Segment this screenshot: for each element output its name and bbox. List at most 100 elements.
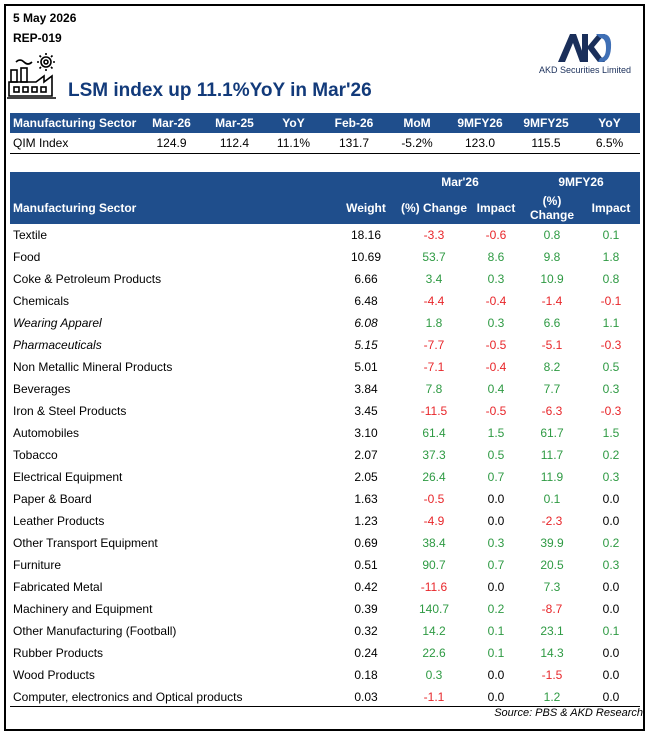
table-row: Chemicals 6.48 -4.4 -0.4 -1.4 -0.1 (10, 290, 640, 312)
source-divider (10, 706, 640, 707)
fy-impact-value: 0.2 (602, 536, 620, 550)
report-ref: REP-019 (13, 31, 62, 45)
weight-value: 0.39 (354, 602, 378, 616)
fy-impact-value: 0.0 (602, 690, 620, 704)
table-row: Machinery and Equipment 0.39 140.7 0.2 -8.7 0… (10, 598, 640, 620)
brand-name: AKD Securities Limited (538, 65, 632, 75)
table-row: Leather Products 1.23 -4.9 0.0 -2.3 0.0 (10, 510, 640, 532)
qim-cell: 115.5 (531, 136, 561, 150)
fy-impact-value: 1.5 (602, 426, 620, 440)
mar-impact-value: 0.3 (487, 272, 505, 286)
qim-cell: 11.1% (276, 136, 311, 150)
mar-change-value: 3.4 (425, 272, 443, 286)
fy-impact-value: 0.2 (602, 448, 620, 462)
fy-change-value: 11.7 (540, 448, 564, 462)
qim-header: MoM (387, 113, 447, 133)
table-row: Rubber Products 0.24 22.6 0.1 14.3 0.0 (10, 642, 640, 664)
mar-change-value: 7.8 (425, 382, 443, 396)
mar-change-value: 14.2 (422, 624, 446, 638)
fy-change-value: 11.9 (540, 470, 564, 484)
weight-value: 0.69 (354, 536, 378, 550)
sector-name: Fabricated Metal (13, 580, 103, 594)
mar-change-value: -0.5 (423, 492, 445, 506)
fy-change-value: 20.5 (540, 558, 564, 572)
fy-change-value: -2.3 (541, 514, 563, 528)
sector-name: Paper & Board (13, 492, 92, 506)
col-mar-change: (%) Change (398, 192, 470, 224)
weight-value: 6.48 (354, 294, 378, 308)
fy-impact-value: 0.3 (602, 382, 620, 396)
sector-name: Textile (13, 228, 48, 242)
mar-impact-value: -0.4 (485, 294, 507, 308)
table-row: Computer, electronics and Optical produc… (10, 686, 640, 708)
qim-header: Feb-26 (321, 113, 387, 133)
fy-impact-value: 0.0 (602, 492, 620, 506)
sector-name: Non Metallic Mineral Products (13, 360, 173, 374)
fy-change-value: 7.3 (543, 580, 561, 594)
mar-impact-value: 0.1 (487, 624, 505, 638)
fy-change-value: 10.9 (540, 272, 564, 286)
sector-table: Mar'26 9MFY26 Manufacturing Sector Weigh… (10, 172, 640, 708)
table-row: Coke & Petroleum Products 6.66 3.4 0.3 10.9 0… (10, 268, 640, 290)
qim-header: Manufacturing Sector (10, 113, 140, 133)
fy-impact-value: 0.1 (602, 228, 620, 242)
table-row: Iron & Steel Products 3.45 -11.5 -0.5 -6.3 -0… (10, 400, 640, 422)
mar-change-value: 53.7 (422, 250, 446, 264)
mar-impact-value: 0.0 (487, 668, 505, 682)
fy-impact-value: 0.0 (602, 580, 620, 594)
fy-change-value: -5.1 (541, 338, 563, 352)
qim-cell: 131.7 (338, 136, 370, 150)
sector-header-row: Manufacturing Sector Weight (%) Change I… (10, 192, 640, 224)
mar-impact-value: 8.6 (487, 250, 505, 264)
col-sector: Manufacturing Sector (10, 192, 334, 224)
table-row: Non Metallic Mineral Products 5.01 -7.1 -0.… (10, 356, 640, 378)
qim-cell: 124.9 (156, 136, 187, 150)
table-row: Tobacco 2.07 37.3 0.5 11.7 0.2 (10, 444, 640, 466)
col-fy-change: (%) Change (522, 192, 582, 224)
col-mar-impact: Impact (470, 192, 522, 224)
mar-change-value: 37.3 (422, 448, 446, 462)
weight-value: 1.63 (354, 492, 378, 506)
fy-change-value: 8.2 (543, 360, 561, 374)
mar-impact-value: 0.0 (487, 580, 505, 594)
fy-impact-value: 0.5 (602, 360, 620, 374)
col-fy-change-line1: (%) (542, 194, 562, 208)
table-row: Fabricated Metal 0.42 -11.6 0.0 7.3 0.0 (10, 576, 640, 598)
sector-name: Pharmaceuticals (13, 338, 102, 352)
mar-impact-value: 0.1 (487, 646, 505, 660)
sector-name: Furniture (13, 558, 62, 572)
mar-change-value: -11.5 (420, 404, 448, 418)
sector-name: Machinery and Equipment (13, 602, 153, 616)
mar-change-value: 26.4 (422, 470, 446, 484)
table-row: Food 10.69 53.7 8.6 9.8 1.8 (10, 246, 640, 268)
mar-impact-value: 1.5 (487, 426, 505, 440)
table-row: Wearing Apparel 6.08 1.8 0.3 6.6 1.1 (10, 312, 640, 334)
qim-header: YoY (579, 113, 640, 133)
sector-name: Tobacco (13, 448, 58, 462)
fy-change-value: 0.8 (543, 228, 561, 242)
mar-change-value: -4.9 (423, 514, 445, 528)
qim-cell: 6.5% (595, 136, 624, 150)
weight-value: 6.66 (354, 272, 378, 286)
mar-impact-value: 0.7 (487, 470, 505, 484)
col-fy-change-line2: Change (529, 208, 574, 222)
mar-change-value: 61.4 (422, 426, 446, 440)
qim-header: 9MFY26 (447, 113, 513, 133)
fy-change-value: 14.3 (540, 646, 564, 660)
fy-change-value: 7.7 (543, 382, 561, 396)
weight-value: 5.01 (354, 360, 378, 374)
table-row: Wood Products 0.18 0.3 0.0 -1.5 0.0 (10, 664, 640, 686)
mar-change-value: 90.7 (422, 558, 446, 572)
col-weight: Weight (334, 192, 398, 224)
weight-value: 3.10 (354, 426, 378, 440)
fy-impact-value: 0.3 (602, 558, 620, 572)
mar-impact-value: -0.5 (485, 338, 507, 352)
mar-change-value: 1.8 (425, 316, 443, 330)
weight-value: 2.07 (354, 448, 378, 462)
weight-value: 3.45 (354, 404, 378, 418)
fy-change-value: -8.7 (541, 602, 563, 616)
fy-impact-value: 0.0 (602, 646, 620, 660)
sector-name: Coke & Petroleum Products (13, 272, 162, 286)
report-date: 5 May 2026 (13, 11, 77, 25)
mar-change-value: -1.1 (423, 690, 445, 704)
